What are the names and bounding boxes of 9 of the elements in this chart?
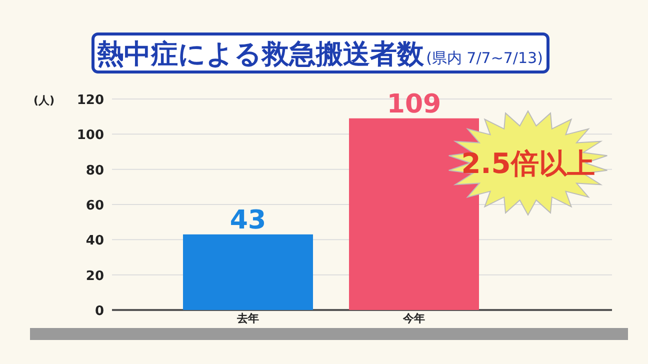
y-axis-title: (人) [33, 94, 55, 107]
x-tick-label: 今年 [402, 312, 425, 325]
data-label: 109 [386, 89, 442, 120]
chart-subtitle: (県内 7/7~7/13) [426, 49, 543, 67]
data-label: 43 [230, 205, 266, 236]
x-tick-label: 去年 [236, 312, 259, 325]
axis-y: 0 20 40 60 80 100 120 [76, 93, 104, 319]
chart-title: 熱中症による救急搬送者数 [96, 39, 426, 70]
annotation: 2.5倍以上 [461, 147, 595, 180]
